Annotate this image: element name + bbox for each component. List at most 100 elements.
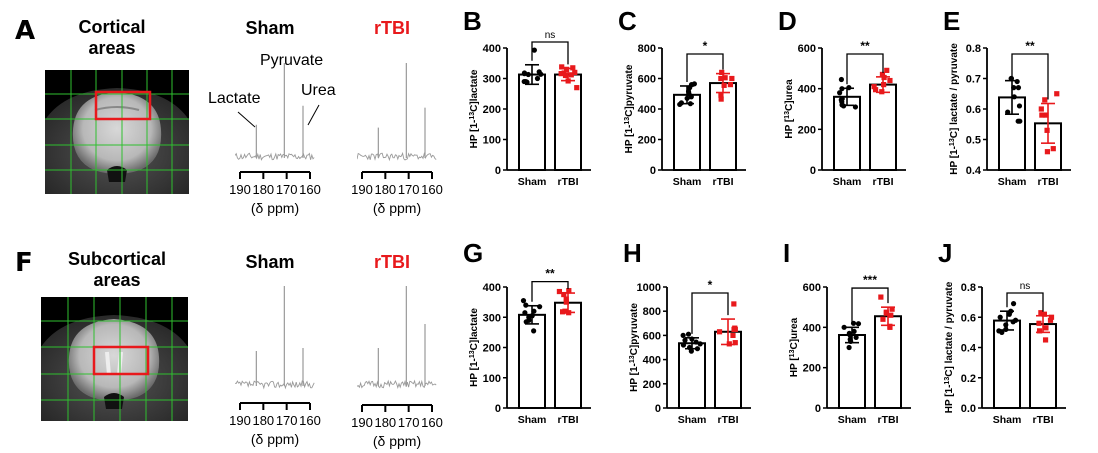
rtbi-title-top: rTBI	[374, 18, 410, 38]
y-tick-label: 600	[798, 43, 816, 55]
data-point-sham	[1011, 85, 1017, 91]
y-tick-label: 400	[798, 84, 816, 96]
data-point-sham	[697, 341, 703, 347]
y-tick-label: 800	[638, 43, 656, 55]
data-point-rtbi	[572, 69, 578, 75]
data-point-sham	[997, 314, 1003, 320]
data-point-sham	[523, 319, 529, 325]
x-tick-label: Sham	[998, 176, 1027, 188]
data-point-rtbi	[718, 75, 724, 82]
data-point-rtbi	[888, 312, 894, 318]
y-tick-label: 100	[483, 135, 501, 147]
data-point-sham	[841, 103, 847, 109]
data-point-rtbi	[1048, 314, 1055, 320]
data-point-sham	[688, 348, 694, 354]
data-point-sham	[520, 298, 527, 304]
region-title-line2: areas	[88, 38, 136, 58]
data-point-sham	[693, 339, 699, 345]
bar-rtbi	[554, 301, 582, 409]
y-tick-label: 0.2	[961, 373, 976, 385]
y-tick-label: 300	[483, 74, 501, 86]
data-point-sham	[837, 90, 843, 96]
y-tick-label: 400	[483, 43, 501, 55]
data-point-sham	[999, 329, 1005, 335]
y-tick-label: 0.6	[966, 104, 981, 116]
y-tick-label: 0	[815, 403, 821, 415]
x-tick-label: rTBI	[1038, 176, 1059, 188]
data-point-rtbi	[570, 65, 576, 71]
ppm-unit-label: (δ ppm)	[251, 431, 299, 447]
data-point-rtbi	[722, 75, 728, 81]
x-tick-label: rTBI	[558, 414, 579, 426]
data-point-rtbi	[559, 309, 566, 315]
x-tick-label: rTBI	[713, 176, 734, 188]
data-point-rtbi	[1044, 127, 1050, 133]
y-tick-label: 400	[803, 322, 821, 334]
data-point-rtbi	[871, 84, 877, 90]
ppm-tick-label: 170	[276, 182, 298, 197]
data-point-rtbi	[881, 74, 887, 81]
sham-title-top: Sham	[245, 18, 295, 38]
bar-sham	[518, 73, 546, 171]
bar-sham	[678, 342, 706, 409]
y-tick-label: 0	[495, 165, 501, 177]
ppm-unit-label: (δ ppm)	[373, 433, 421, 449]
data-point-sham	[852, 104, 859, 110]
ppm-tick-label: 170	[398, 182, 420, 197]
significance-label: ns	[1020, 281, 1031, 292]
region-title-line1: Cortical	[78, 17, 146, 37]
y-tick-label: 200	[803, 363, 821, 375]
y-tick-label: 200	[483, 104, 501, 116]
y-tick-label: 300	[483, 312, 501, 324]
spectrum-bottom-sham	[235, 286, 315, 390]
bar-rtbi	[869, 83, 897, 171]
x-tick-label: Sham	[678, 414, 707, 426]
bar-sham	[673, 93, 701, 171]
spectrum-baseline	[357, 151, 437, 162]
mri-brain-graphic	[41, 297, 188, 421]
sham-title-bottom: Sham	[245, 252, 295, 272]
y-axis-label: HP [1-13C]lactate	[469, 308, 481, 387]
bar-rtbi	[554, 73, 582, 171]
bar-sham	[993, 319, 1021, 409]
data-point-sham	[689, 336, 695, 342]
ppm-tick-label: 180	[252, 182, 274, 197]
data-point-rtbi	[566, 288, 572, 294]
y-tick-label: 0	[495, 403, 501, 415]
data-point-rtbi	[721, 82, 727, 88]
data-point-rtbi	[732, 326, 738, 332]
panel-letter-g: G	[463, 238, 483, 268]
data-point-rtbi	[564, 66, 570, 72]
data-point-sham	[851, 328, 857, 334]
data-point-rtbi	[731, 301, 737, 307]
data-point-rtbi	[1038, 106, 1044, 112]
bar-sham	[838, 333, 866, 409]
y-tick-label: 800	[643, 306, 661, 318]
ppm-tick-label: 160	[299, 413, 321, 428]
panel-letter-i: I	[783, 238, 790, 268]
y-axis-label: HP [1-13C] lactate / pyruvate	[949, 43, 961, 175]
data-point-sham	[534, 75, 541, 82]
bar-chart-j: J HP [1-13C] lactate / pyruvate 0.0 0.2 0.4 0…	[938, 238, 1066, 426]
bar-chart-d: D HP [13C]urea 0 200 400 600 Sham rTBI **	[778, 6, 906, 188]
data-point-rtbi	[719, 69, 725, 75]
data-point-rtbi	[556, 288, 563, 295]
ppm-tick-label: 190	[229, 182, 251, 197]
x-tick-label: rTBI	[873, 176, 894, 188]
ppm-axis-top-rtbi: 190 180 170 160(δ ppm)	[351, 171, 443, 216]
data-point-sham	[1015, 85, 1022, 91]
ppm-tick-label: 190	[351, 182, 373, 197]
data-point-sham	[522, 310, 528, 316]
y-tick-label: 0	[655, 403, 661, 415]
panel-letter-a: A	[15, 16, 36, 46]
significance-bracket	[531, 41, 569, 65]
mri-image-cortical	[45, 70, 189, 194]
significance-label: ***	[863, 273, 877, 287]
ppm-tick-label: 180	[374, 415, 396, 430]
data-point-sham	[521, 71, 528, 77]
data-point-rtbi	[1042, 97, 1048, 103]
panel-letter-d: D	[778, 6, 797, 36]
y-axis-label: HP [1-13C]pyruvate	[629, 303, 641, 392]
data-point-rtbi	[730, 332, 736, 338]
y-tick-label: 600	[638, 74, 656, 86]
